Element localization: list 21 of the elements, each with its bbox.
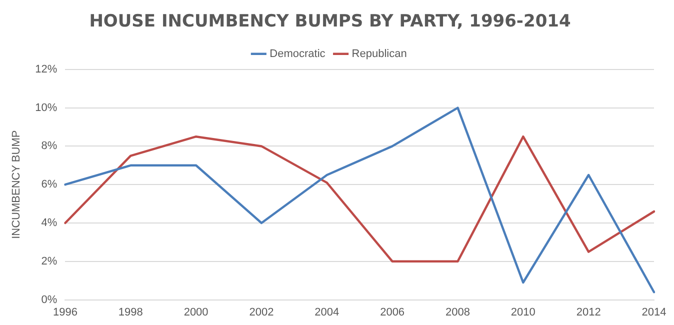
y-tick-label: 2% xyxy=(41,255,58,268)
legend-label: Democratic xyxy=(270,48,326,60)
x-tick-label: 2014 xyxy=(642,306,666,318)
y-tick-label: 6% xyxy=(41,178,58,191)
legend-label: Republican xyxy=(352,48,407,60)
x-tick-label: 2006 xyxy=(380,306,405,318)
y-tick-label: 8% xyxy=(41,140,58,152)
x-tick-label: 2010 xyxy=(510,306,536,318)
x-tick-label: 2002 xyxy=(249,306,274,318)
x-tick-label: 2008 xyxy=(445,306,470,318)
y-tick-label: 10% xyxy=(35,102,58,114)
x-tick-label: 2012 xyxy=(576,306,601,318)
x-tick-label: 2004 xyxy=(314,306,340,318)
x-tick-label: 2000 xyxy=(184,306,208,318)
y-axis-title: INCUMBENCY BUMP xyxy=(10,130,23,239)
y-tick-label: 0% xyxy=(41,294,58,306)
x-tick-label: 1998 xyxy=(118,306,143,318)
chart-title: HOUSE INCUMBENCY BUMPS BY PARTY, 1996-2014 xyxy=(89,12,571,32)
y-tick-label: 4% xyxy=(41,217,58,230)
x-tick-label: 1996 xyxy=(52,306,78,318)
y-tick-label: 12% xyxy=(35,63,58,76)
